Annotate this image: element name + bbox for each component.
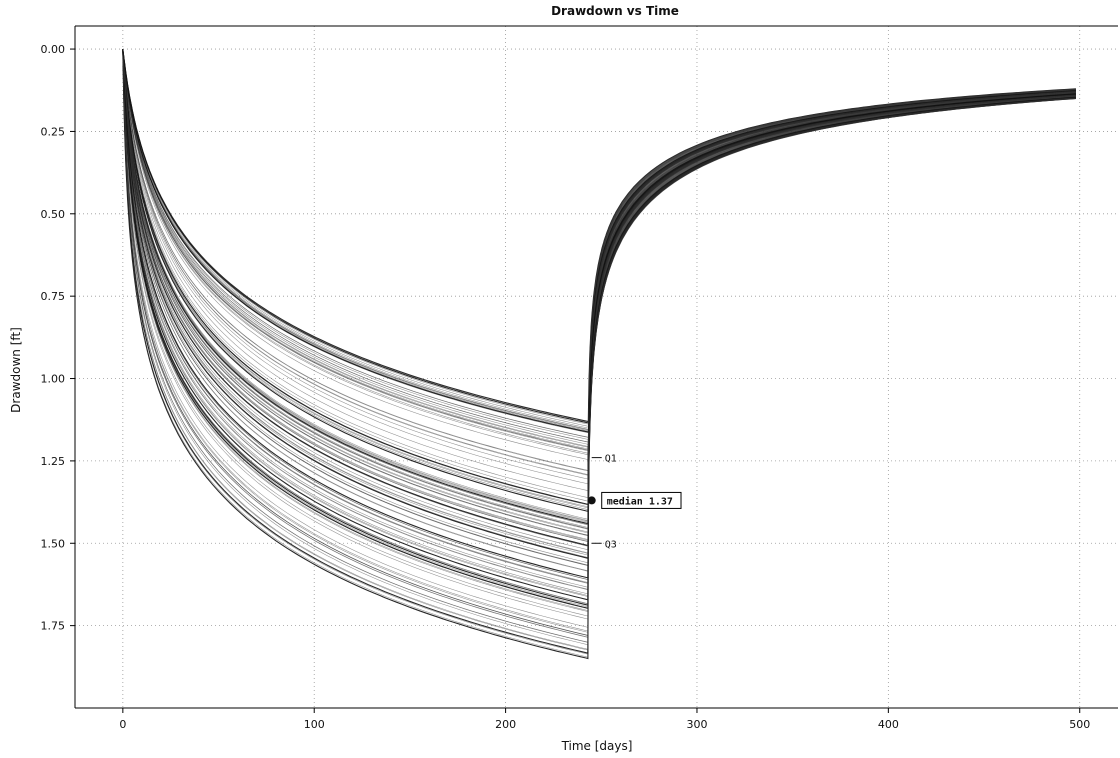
tick-labels: 0 100 200 300 400 500 0.00 0.25 0.50 0.75 1.00 1.25… <box>41 43 1091 731</box>
median-marker <box>587 496 596 505</box>
y-tick-label: 1.25 <box>41 455 66 468</box>
x-tick-label: 0 <box>119 718 126 731</box>
y-tick-label: 1.50 <box>41 537 66 550</box>
y-tick-label: 0.50 <box>41 208 66 221</box>
y-tick-label: 0.00 <box>41 43 66 56</box>
x-tick-label: 400 <box>878 718 899 731</box>
ensemble-curves <box>122 49 1076 660</box>
x-tick-label: 100 <box>304 718 325 731</box>
quartile-label: Q3 <box>605 539 617 550</box>
x-axis-label: Time [days] <box>561 739 633 753</box>
ensemble-curve <box>122 49 1076 547</box>
y-tick-label: 0.75 <box>41 290 66 303</box>
grid <box>75 26 1118 708</box>
median-label-box <box>601 491 682 509</box>
x-tick-label: 300 <box>686 718 707 731</box>
y-tick-label: 1.00 <box>41 373 66 386</box>
y-tick-label: 0.25 <box>41 125 66 138</box>
chart-title: Drawdown vs Time <box>551 4 679 18</box>
annotations: Q1 median 1.37 Q3 <box>587 454 682 550</box>
ensemble-curve <box>122 49 1076 658</box>
axes <box>70 25 1118 713</box>
quartile-label: Q1 <box>605 454 617 465</box>
median-label: median 1.37 <box>607 495 673 507</box>
y-tick-label: 1.75 <box>41 620 66 633</box>
y-axis-label: Drawdown [ft] <box>9 327 23 413</box>
x-tick-label: 500 <box>1069 718 1090 731</box>
x-tick-label: 200 <box>495 718 516 731</box>
